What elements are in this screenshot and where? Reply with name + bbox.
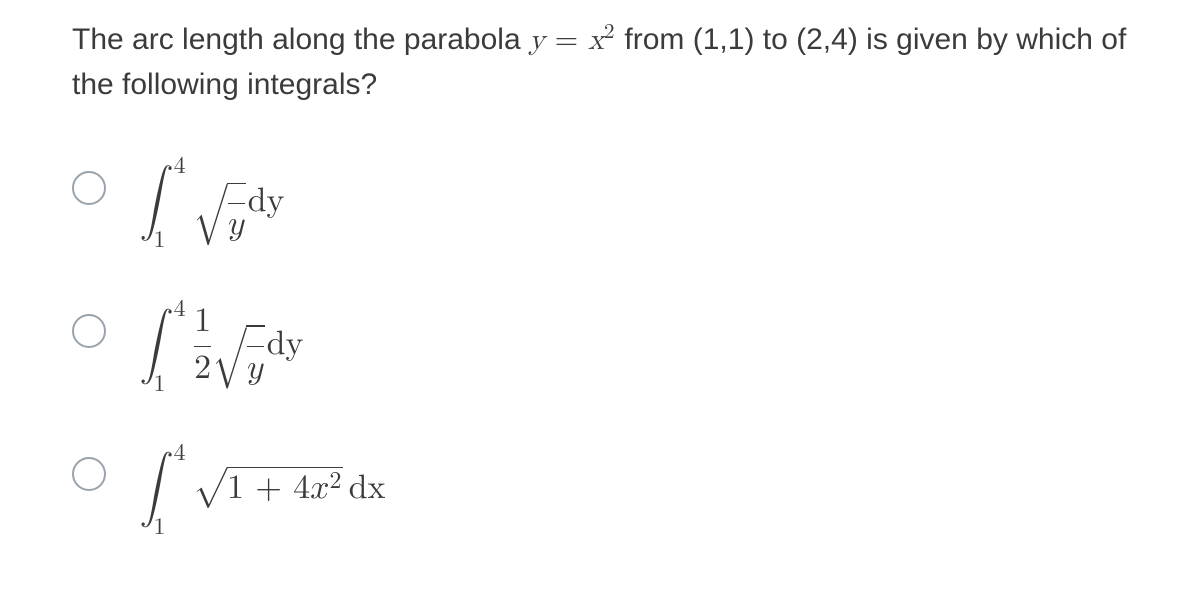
opt-b-diff: dy [267, 331, 304, 361]
question-part1: The arc length along the parabola [72, 23, 529, 56]
options-group: ∫ 1 4 1+4y y dy [72, 156, 1130, 534]
option-c[interactable]: ∫ 1 4 1 + 4 x 2 dx [72, 443, 1130, 534]
opt-c-exp: 2 [330, 472, 342, 488]
opt-a-upper: 4 [174, 156, 186, 173]
opt-c-base: x [310, 483, 329, 498]
eq-rhs-exp: 2 [604, 22, 615, 43]
option-a[interactable]: ∫ 1 4 1+4y y dy [72, 156, 1130, 247]
option-a-math: ∫ 1 4 1+4y y dy [134, 156, 284, 247]
opt-b-den: y [247, 363, 264, 385]
option-b-math: ∫ 1 4 1 2 1+4y y dy [134, 299, 303, 390]
opt-c-pre: 1 + 4 [227, 474, 310, 502]
eq-sign: = [545, 25, 588, 55]
opt-b-upper: 4 [174, 299, 186, 316]
eq-rhs-base: x [588, 25, 604, 55]
question-text: The arc length along the parabola y = x2… [72, 18, 1130, 106]
equation-inline: y = x2 [529, 25, 624, 55]
opt-c-lower: 1 [154, 518, 166, 534]
eq-lhs: y [529, 25, 545, 55]
opt-b-coef-den: 2 [194, 355, 211, 378]
opt-a-diff: dy [248, 188, 285, 218]
opt-a-lower: 1 [154, 231, 166, 247]
radio-c[interactable] [72, 457, 106, 491]
opt-b-lower: 1 [154, 375, 166, 391]
opt-c-upper: 4 [174, 443, 186, 460]
opt-c-diff: dx [349, 475, 386, 498]
opt-b-coef-num: 1 [194, 308, 211, 331]
radio-b[interactable] [72, 314, 106, 348]
opt-a-den: y [228, 219, 245, 241]
radio-a[interactable] [72, 171, 106, 205]
option-c-math: ∫ 1 4 1 + 4 x 2 dx [134, 443, 385, 534]
option-b[interactable]: ∫ 1 4 1 2 1+4y y dy [72, 299, 1130, 390]
